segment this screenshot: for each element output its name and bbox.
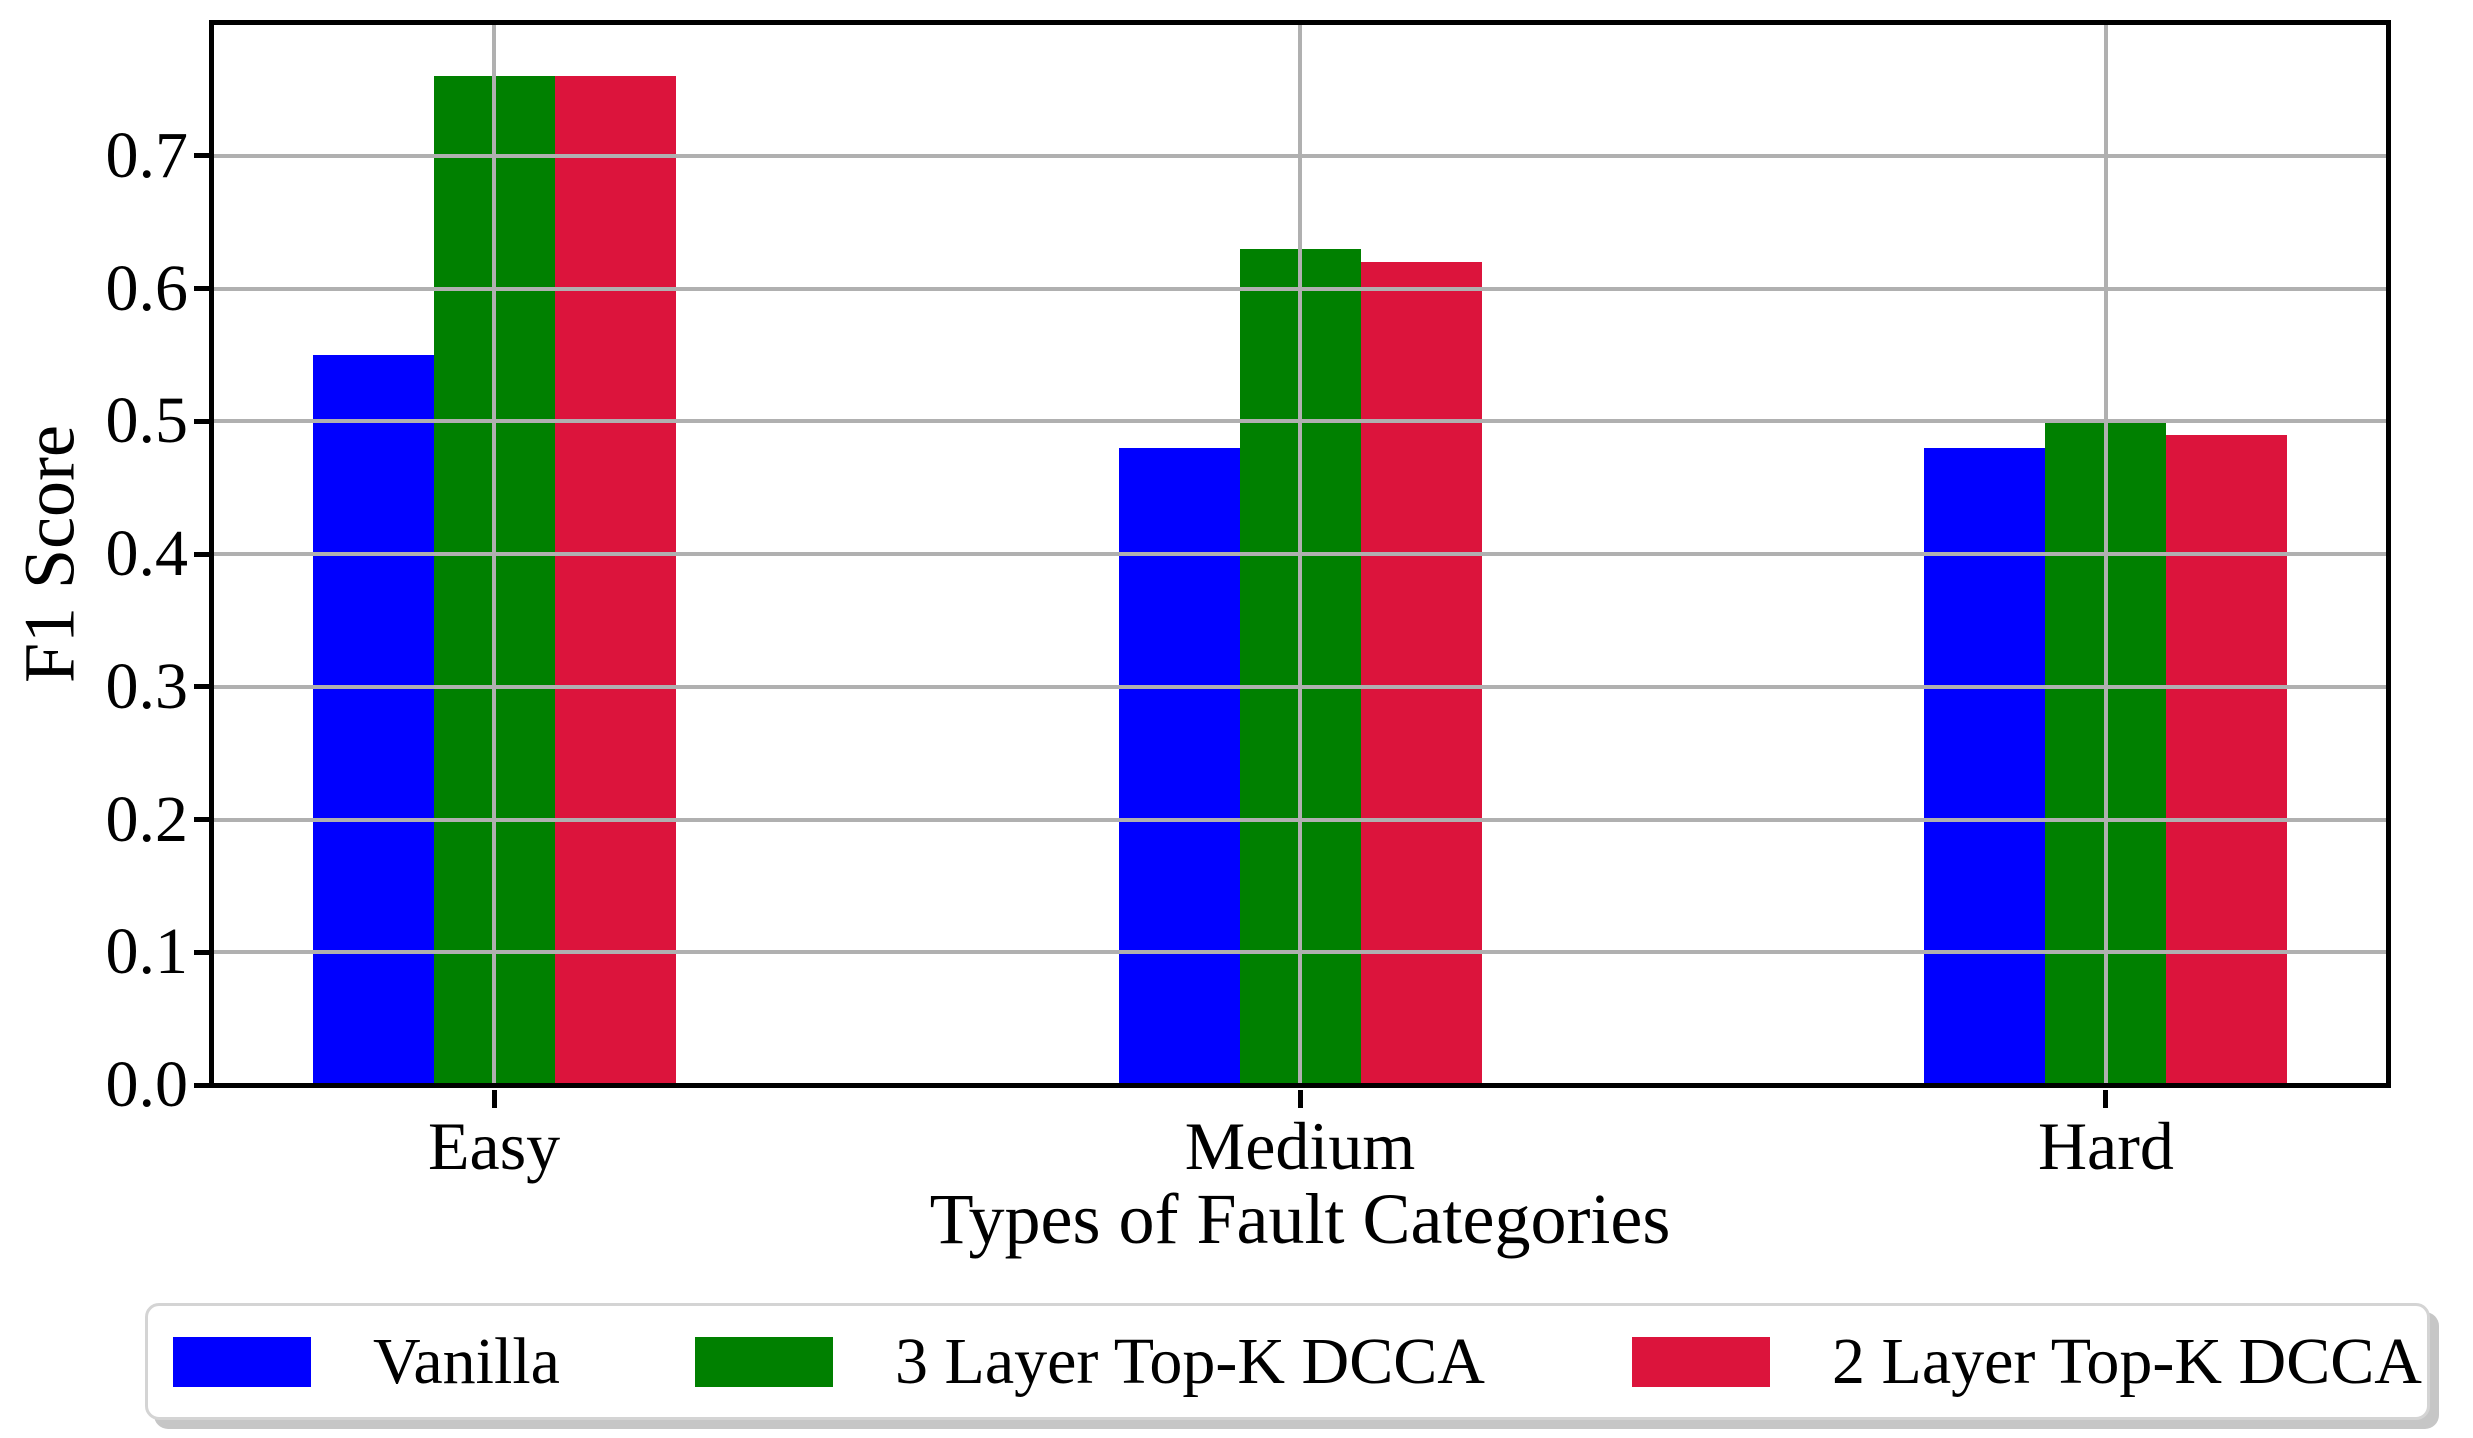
ytick-label-0.7: 0.7 (105, 118, 189, 192)
legend-label-2: 2 Layer Top-K DCCA (1832, 1324, 2422, 1398)
xtick-label-easy: Easy (427, 1108, 561, 1184)
ytick-mark-0.3 (194, 684, 212, 690)
xtick-mark-medium (1297, 1090, 1303, 1108)
xtick-label-medium: Medium (1184, 1108, 1416, 1184)
ytick-mark-0.7 (194, 153, 212, 159)
legend-label-1: 3 Layer Top-K DCCA (895, 1324, 1485, 1398)
legend-entry-0: Vanilla (173, 1306, 560, 1417)
legend-swatch-2 (1632, 1336, 1770, 1387)
bar-easy-series-2 (554, 76, 676, 1085)
ytick-label-0.4: 0.4 (105, 517, 189, 590)
gridline-x-easy (492, 23, 497, 1085)
legend-swatch-1 (695, 1336, 833, 1387)
legend-entry-2: 2 Layer Top-K DCCA (1632, 1306, 2422, 1417)
ytick-mark-0.4 (194, 551, 212, 557)
legend-label-0: Vanilla (373, 1324, 560, 1398)
xtick-mark-easy (491, 1090, 497, 1108)
ytick-label-0.3: 0.3 (105, 649, 189, 723)
bar-hard-series-0 (1924, 447, 2046, 1085)
ytick-mark-0.1 (194, 949, 212, 955)
xtick-mark-hard (2103, 1090, 2109, 1108)
ytick-mark-0.5 (194, 418, 212, 424)
xtick-label-hard: Hard (2037, 1108, 2174, 1184)
gridline-x-hard (2103, 23, 2108, 1085)
bar-easy-series-0 (312, 354, 434, 1085)
ytick-label-0.1: 0.1 (105, 915, 189, 989)
bar-hard-series-2 (2166, 434, 2288, 1085)
ytick-mark-0.0 (194, 1082, 212, 1088)
ytick-label-0.5: 0.5 (105, 384, 189, 458)
bar-medium-series-2 (1360, 261, 1482, 1085)
ytick-label-0.6: 0.6 (105, 251, 189, 325)
legend-swatch-0 (173, 1336, 311, 1387)
legend-entry-1: 3 Layer Top-K DCCA (695, 1306, 1485, 1417)
ytick-label-0.0: 0.0 (105, 1048, 189, 1121)
ytick-mark-0.6 (194, 286, 212, 291)
x-axis-label: Types of Fault Categories (929, 1179, 1671, 1259)
ytick-label-0.2: 0.2 (105, 782, 189, 856)
gridline-x-medium (1298, 23, 1302, 1085)
bar-medium-series-0 (1118, 447, 1240, 1085)
y-axis-label: F1 Score (9, 425, 90, 683)
legend: Vanilla 3 Layer Top-K DCCA 2 Layer Top-K D… (145, 1303, 2430, 1420)
ytick-mark-0.2 (194, 817, 212, 822)
